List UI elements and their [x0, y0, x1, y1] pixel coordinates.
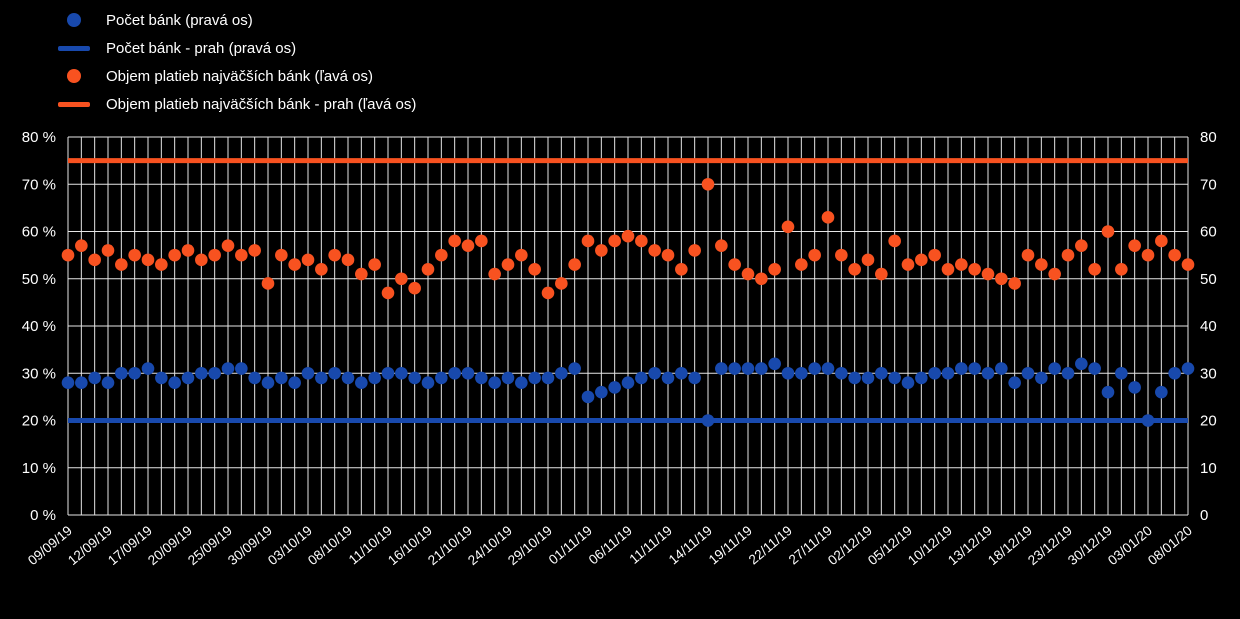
svg-text:22/11/19: 22/11/19 — [746, 523, 795, 568]
svg-text:13/12/19: 13/12/19 — [945, 523, 995, 568]
right-axis-labels: 0 10 20 30 40 50 60 70 80 — [1200, 129, 1217, 524]
svg-text:08/01/20: 08/01/20 — [1145, 523, 1195, 568]
svg-text:40: 40 — [1200, 318, 1217, 335]
svg-text:10 %: 10 % — [22, 460, 56, 477]
legend-item-pocet-bank-prah: Počet bánk - prah (pravá os) — [58, 34, 416, 62]
svg-text:30/12/19: 30/12/19 — [1065, 523, 1115, 568]
svg-text:20 %: 20 % — [22, 413, 56, 430]
legend: Počet bánk (pravá os) Počet bánk - prah … — [58, 6, 416, 118]
svg-text:30/09/19: 30/09/19 — [225, 523, 275, 568]
svg-text:80 %: 80 % — [22, 129, 56, 146]
svg-text:14/11/19: 14/11/19 — [666, 523, 715, 568]
svg-text:20/09/19: 20/09/19 — [145, 523, 195, 568]
svg-text:70: 70 — [1200, 176, 1217, 193]
left-axis-labels: 0 % 10 % 20 % 30 % 40 % 50 % 60 % 70 % 80 % — [22, 129, 56, 524]
svg-text:20: 20 — [1200, 413, 1217, 430]
series-orange-points — [61, 177, 1195, 300]
svg-text:25/09/19: 25/09/19 — [185, 523, 235, 568]
svg-text:40 %: 40 % — [22, 318, 56, 335]
series-blue-points — [61, 357, 1195, 427]
svg-text:21/10/19: 21/10/19 — [425, 523, 475, 568]
legend-label: Počet bánk - prah (pravá os) — [106, 39, 297, 57]
legend-label: Počet bánk (pravá os) — [106, 11, 253, 29]
svg-text:0 %: 0 % — [30, 507, 56, 524]
svg-text:23/12/19: 23/12/19 — [1025, 523, 1075, 568]
svg-text:30 %: 30 % — [22, 365, 56, 382]
svg-text:02/12/19: 02/12/19 — [825, 523, 875, 568]
gridlines — [67, 136, 1189, 516]
svg-text:09/09/19: 09/09/19 — [25, 523, 75, 568]
svg-text:06/11/19: 06/11/19 — [586, 523, 635, 568]
blue-line-marker-icon — [58, 45, 90, 51]
svg-text:17/09/19: 17/09/19 — [105, 523, 155, 568]
svg-text:03/10/19: 03/10/19 — [265, 523, 315, 568]
svg-text:12/09/19: 12/09/19 — [65, 523, 115, 568]
svg-text:60: 60 — [1200, 224, 1217, 241]
legend-label: Objem platieb najväčších bánk (ľavá os) — [106, 67, 374, 85]
svg-text:16/10/19: 16/10/19 — [385, 523, 435, 568]
svg-text:01/11/19: 01/11/19 — [546, 523, 595, 568]
svg-text:19/11/19: 19/11/19 — [706, 523, 755, 568]
svg-text:30: 30 — [1200, 365, 1217, 382]
svg-text:18/12/19: 18/12/19 — [985, 523, 1035, 568]
svg-text:50: 50 — [1200, 271, 1217, 288]
svg-text:70 %: 70 % — [22, 176, 56, 193]
svg-text:24/10/19: 24/10/19 — [465, 523, 515, 568]
svg-text:29/10/19: 29/10/19 — [505, 523, 555, 568]
svg-text:10: 10 — [1200, 460, 1217, 477]
svg-text:10/12/19: 10/12/19 — [905, 523, 955, 568]
svg-text:50 %: 50 % — [22, 271, 56, 288]
svg-text:03/01/20: 03/01/20 — [1105, 523, 1155, 568]
svg-text:05/12/19: 05/12/19 — [865, 523, 915, 568]
svg-text:08/10/19: 08/10/19 — [305, 523, 355, 568]
svg-text:80: 80 — [1200, 129, 1217, 146]
orange-line-marker-icon — [58, 101, 90, 107]
legend-item-objem-platieb-prah: Objem platieb najväčších bánk - prah (ľa… — [58, 90, 416, 118]
x-axis-labels: 09/09/1912/09/1917/09/1920/09/1925/09/19… — [25, 523, 1195, 568]
svg-text:60 %: 60 % — [22, 224, 56, 241]
blue-dot-marker-icon — [67, 13, 81, 27]
svg-text:0: 0 — [1200, 507, 1208, 524]
legend-label: Objem platieb najväčších bánk - prah (ľa… — [106, 95, 417, 113]
legend-item-objem-platieb: Objem platieb najväčších bánk (ľavá os) — [58, 62, 416, 90]
orange-dot-marker-icon — [67, 69, 81, 83]
svg-text:11/11/19: 11/11/19 — [627, 523, 675, 567]
legend-item-pocet-bank: Počet bánk (pravá os) — [58, 6, 416, 34]
